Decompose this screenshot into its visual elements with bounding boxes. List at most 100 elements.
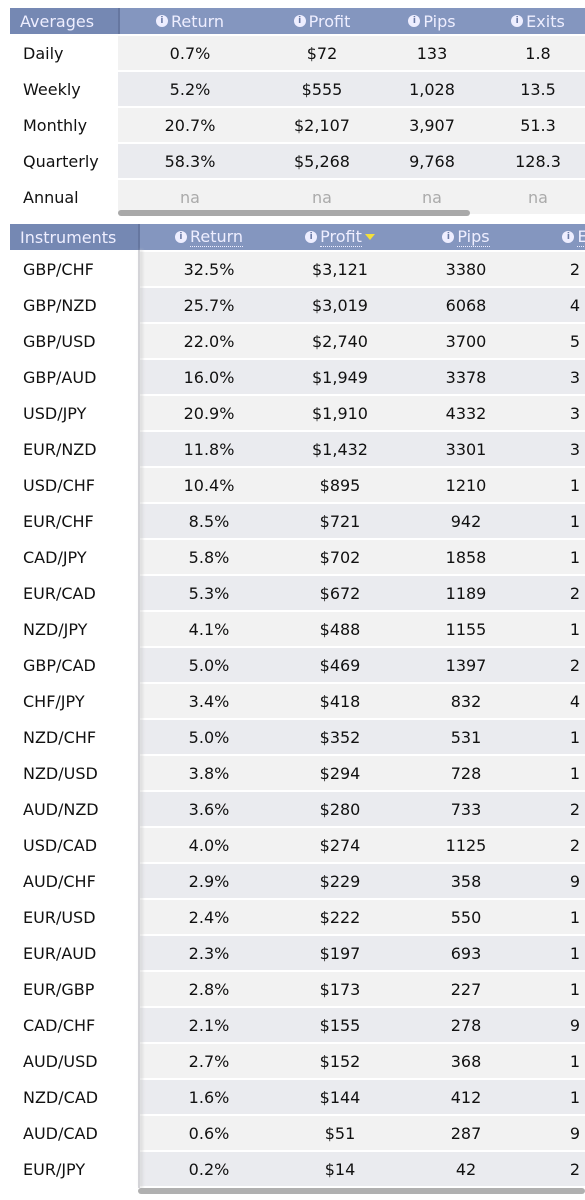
row-bg <box>138 1152 585 1186</box>
cell: 287 <box>450 1123 482 1143</box>
info-icon[interactable]: i <box>155 15 168 27</box>
cell: 128.3 <box>515 151 561 171</box>
cell: 1 <box>569 1087 581 1107</box>
cell: 5.3% <box>188 583 230 603</box>
row-label: EUR/CAD <box>23 583 96 603</box>
cell: 1 <box>569 511 581 531</box>
cell: 3380 <box>445 259 487 279</box>
cell: 4 <box>569 295 581 315</box>
cell: 3.6% <box>188 799 230 819</box>
cell: 1 <box>569 619 581 639</box>
cell: 550 <box>450 907 482 927</box>
row-bg <box>138 684 585 718</box>
row-label: AUD/CAD <box>23 1123 98 1143</box>
row-bg <box>138 468 585 502</box>
column-header[interactable]: i Return <box>138 224 280 250</box>
row-label: AUD/CHF <box>23 871 96 891</box>
cell: 4.1% <box>188 619 230 639</box>
cell: $229 <box>319 871 361 891</box>
cell: $555 <box>301 79 343 99</box>
row-label: NZD/JPY <box>23 619 88 639</box>
cell: $51 <box>324 1123 356 1143</box>
cell: 3378 <box>445 367 487 387</box>
cell: na <box>422 187 442 207</box>
header-text[interactable]: Exits <box>526 11 565 31</box>
info-icon[interactable]: i <box>293 15 306 27</box>
cell: 3700 <box>445 331 487 351</box>
cell: na <box>312 187 332 207</box>
cell: $672 <box>319 583 361 603</box>
row-label: GBP/USD <box>23 331 96 351</box>
cell: 358 <box>450 871 482 891</box>
info-icon[interactable]: i <box>174 231 187 243</box>
header-text[interactable]: Return <box>189 227 244 247</box>
row-bg <box>138 576 585 610</box>
cell: 1397 <box>445 655 487 675</box>
info-icon[interactable]: i <box>562 231 575 243</box>
row-label: NZD/CHF <box>23 727 97 747</box>
cell: 9 <box>569 1123 581 1143</box>
cell: 1 <box>569 1051 581 1071</box>
column-header[interactable]: i Pips <box>400 224 532 250</box>
cell: $197 <box>319 943 361 963</box>
row-label: EUR/CHF <box>23 511 94 531</box>
cell: 2.9% <box>188 871 230 891</box>
cell: 9 <box>569 871 581 891</box>
cell: 51.3 <box>520 115 556 135</box>
cell: $5,268 <box>294 151 350 171</box>
cell: $469 <box>319 655 361 675</box>
header-text[interactable]: Profit <box>320 227 362 247</box>
cell: 2 <box>569 583 581 603</box>
cell: $1,949 <box>312 367 368 387</box>
header-text[interactable]: Pips <box>423 11 456 31</box>
column-header[interactable]: i Profit <box>280 224 400 250</box>
cell: 0.6% <box>188 1123 230 1143</box>
cell: 4 <box>569 691 581 711</box>
column-header[interactable]: i Return <box>118 8 262 34</box>
cell: 3 <box>569 403 581 423</box>
info-icon[interactable]: i <box>442 231 455 243</box>
column-header[interactable]: i Exits <box>482 8 585 34</box>
header-text: Averages <box>20 11 95 31</box>
row-bg <box>138 936 585 970</box>
cell: 5.0% <box>188 727 230 747</box>
column-header[interactable]: i Pips <box>382 8 482 34</box>
cell: 1 <box>569 907 581 927</box>
info-icon[interactable]: i <box>408 15 421 27</box>
cell: 2.7% <box>188 1051 230 1071</box>
cell: 1 <box>569 763 581 783</box>
cell: 22.0% <box>183 331 235 351</box>
header-text[interactable]: E <box>577 227 585 247</box>
cell: 368 <box>450 1051 482 1071</box>
cell: 42 <box>455 1159 477 1179</box>
cell: 4.0% <box>188 835 230 855</box>
cell: 20.7% <box>164 115 216 135</box>
sort-arrow[interactable] <box>364 234 375 240</box>
cell: 1189 <box>445 583 487 603</box>
cell: 3301 <box>445 439 487 459</box>
cell: 11.8% <box>183 439 235 459</box>
cell: $418 <box>319 691 361 711</box>
row-bg <box>138 792 585 826</box>
column-header[interactable]: i Profit <box>262 8 382 34</box>
column-header: Instruments <box>10 224 138 250</box>
info-icon[interactable]: i <box>305 231 318 243</box>
row-label: NZD/USD <box>23 763 98 783</box>
cell: 133 <box>416 43 448 63</box>
cell: 10.4% <box>183 475 235 495</box>
cell: 32.5% <box>183 259 235 279</box>
row-label: USD/CAD <box>23 835 98 855</box>
header-text[interactable]: Pips <box>457 227 490 247</box>
row-bg <box>118 72 585 106</box>
header-text[interactable]: Profit <box>308 11 351 31</box>
header-text[interactable]: Return <box>170 11 225 31</box>
cell: 20.9% <box>183 403 235 423</box>
row-label: USD/CHF <box>23 475 95 495</box>
info-icon[interactable]: i <box>511 15 524 27</box>
row-label: Annual <box>23 187 79 207</box>
cell: 58.3% <box>164 151 216 171</box>
cell: na <box>528 187 548 207</box>
cell: 2 <box>569 655 581 675</box>
